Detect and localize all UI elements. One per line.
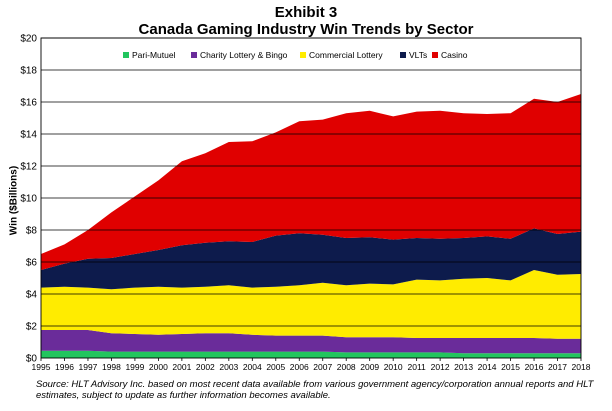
x-tick-label: 2003: [219, 362, 238, 372]
legend-swatch-casino: [432, 52, 438, 58]
y-tick-label: $2: [26, 322, 38, 333]
series-area-pari-mutuel: [41, 350, 581, 358]
x-tick-label: 2017: [548, 362, 567, 372]
legend-label-casino: Casino: [441, 50, 468, 60]
x-tick-label: 2009: [360, 362, 379, 372]
x-tick-label: 1998: [102, 362, 121, 372]
y-tick-label: $4: [26, 290, 38, 301]
legend-label-vlts: VLTs: [409, 50, 427, 60]
x-tick-label: 2015: [501, 362, 520, 372]
x-tick-label: 2002: [196, 362, 215, 372]
y-tick-label: $20: [20, 34, 37, 45]
exhibit-label: Exhibit 3: [274, 4, 338, 21]
x-tick-label: 2016: [525, 362, 544, 372]
plot-border: [40, 37, 582, 359]
x-tick-label: 2012: [431, 362, 450, 372]
y-tick-label: $0: [26, 354, 38, 365]
series-area-charity-lottery-bingo: [41, 330, 581, 354]
x-tick-label: 1996: [55, 362, 74, 372]
x-tick-label: 2005: [266, 362, 285, 372]
y-tick-label: $6: [26, 258, 38, 269]
source-note: Source: HLT Advisory Inc. based on most …: [36, 379, 594, 401]
y-tick-label: $8: [26, 226, 38, 237]
legend-label-commercial-lottery: Commercial Lottery: [309, 50, 383, 60]
x-tick-label: 2006: [290, 362, 309, 372]
x-tick-label: 2007: [313, 362, 332, 372]
series-area-vlts: [41, 228, 581, 290]
x-tick-label: 2001: [172, 362, 191, 372]
legend-swatch-vlts: [400, 52, 406, 58]
x-tick-label: 2011: [408, 362, 427, 372]
y-axis-label: Win ($Billions): [8, 165, 20, 236]
y-tick-label: $18: [20, 66, 37, 77]
series-area-casino: [41, 94, 581, 270]
x-tick-label: 1999: [125, 362, 144, 372]
x-tick-label: 2013: [454, 362, 473, 372]
chart-title: Canada Gaming Industry Win Trends by Sec…: [138, 21, 474, 38]
x-tick-label: 2008: [337, 362, 356, 372]
x-tick-label: 2010: [384, 362, 403, 372]
y-tick-label: $12: [20, 162, 37, 173]
x-tick-label: 2000: [149, 362, 168, 372]
y-tick-label: $10: [20, 194, 37, 205]
x-tick-label: 2014: [478, 362, 497, 372]
x-tick-label: 1995: [32, 362, 51, 372]
x-tick-label: 2004: [243, 362, 262, 372]
legend-swatch-charity-lottery-bingo: [191, 52, 197, 58]
series-area-commercial-lottery: [41, 270, 581, 339]
x-tick-label: 2018: [572, 362, 591, 372]
legend-label-charity-lottery-bingo: Charity Lottery & Bingo: [200, 50, 288, 60]
legend-swatch-commercial-lottery: [300, 52, 306, 58]
y-tick-label: $14: [20, 130, 37, 141]
legend-label-pari-mutuel: Pari-Mutuel: [132, 50, 176, 60]
y-tick-label: $16: [20, 98, 37, 109]
legend-swatch-pari-mutuel: [123, 52, 129, 58]
x-tick-label: 1997: [78, 362, 97, 372]
